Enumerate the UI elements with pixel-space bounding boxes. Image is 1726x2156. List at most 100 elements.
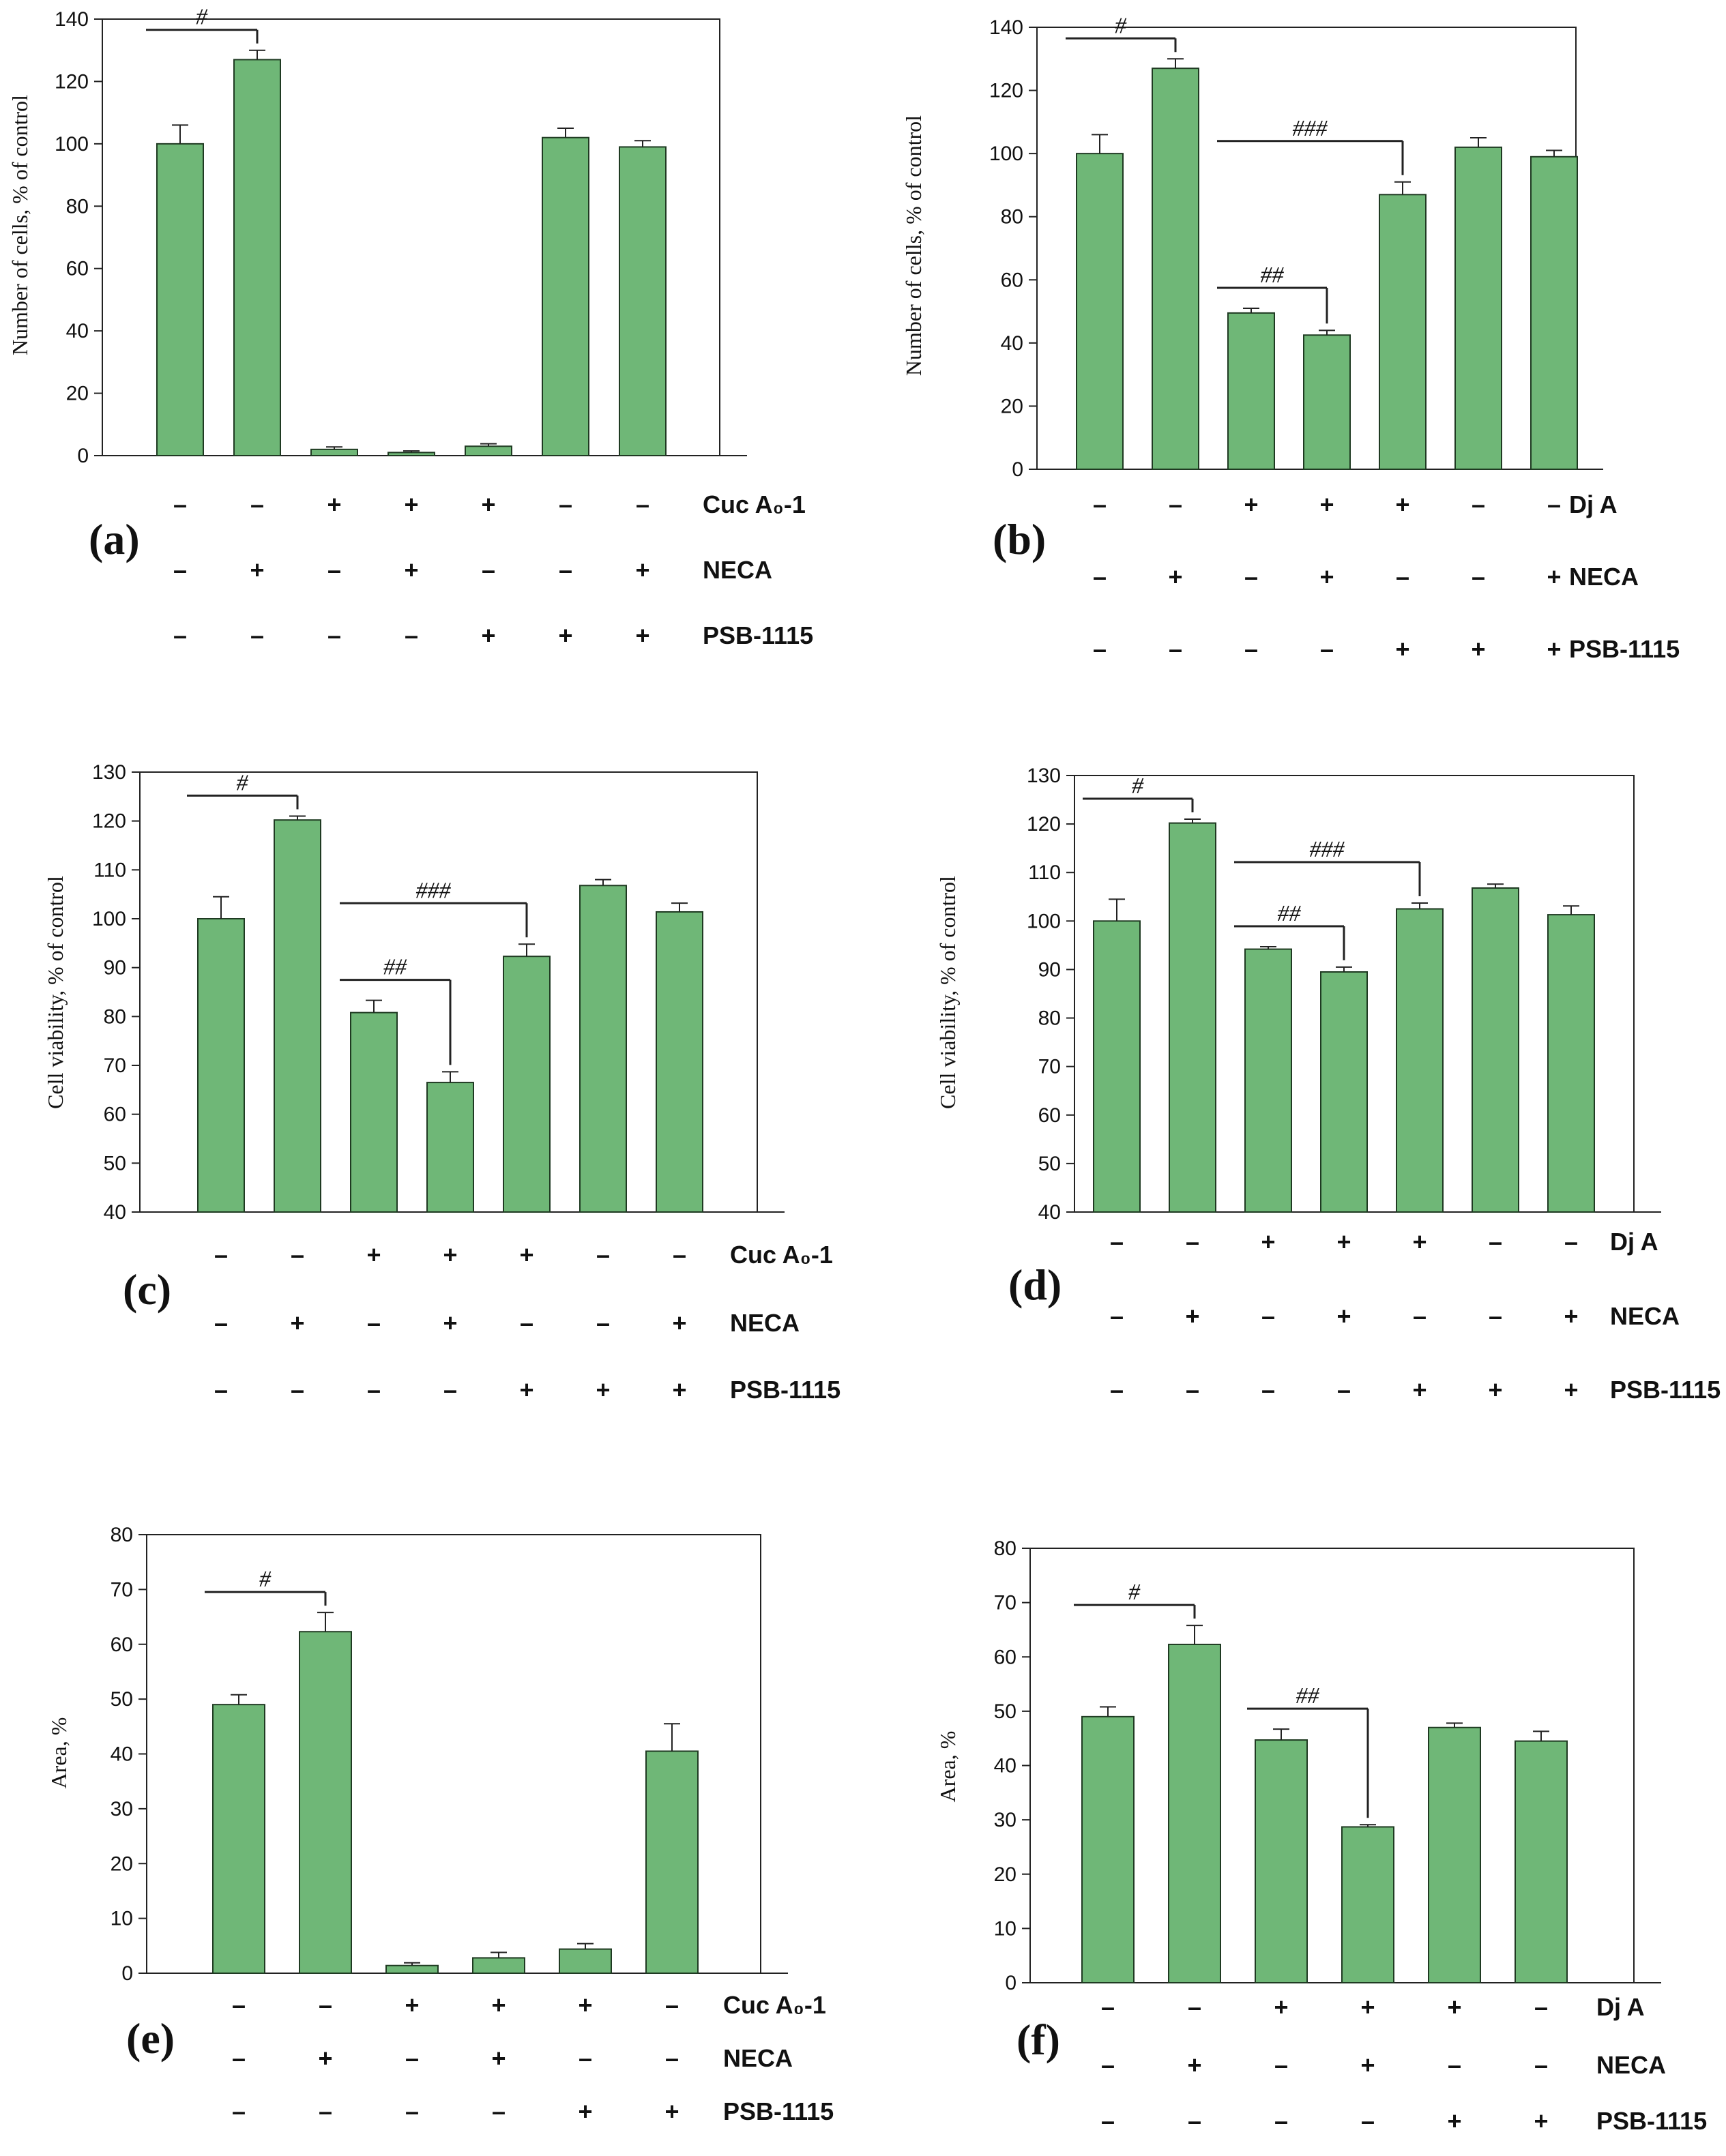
treatment-mark: – — [291, 1376, 304, 1404]
treatment-mark: – — [1186, 1376, 1199, 1404]
y-tick-label: 40 — [994, 1755, 1016, 1777]
treatment-mark: – — [1101, 2107, 1115, 2135]
treatment-mark: – — [1101, 2051, 1115, 2079]
treatment-mark: – — [1396, 563, 1409, 591]
treatment-mark: – — [1093, 635, 1107, 663]
bar — [472, 1957, 525, 1975]
bar — [299, 1631, 352, 1974]
y-tick-label: 40 — [104, 1201, 126, 1224]
bar — [619, 146, 667, 457]
y-tick-label: 0 — [121, 1962, 133, 1985]
treatment-mark: – — [1472, 563, 1485, 591]
y-tick-label: 50 — [111, 1688, 133, 1711]
treatment-name: Cuc A₀-1 — [703, 490, 806, 518]
treatment-mark: – — [327, 556, 341, 584]
treatment-mark: – — [636, 490, 649, 518]
panel-c: 40 50 60 70 80 90 100 110 120 130 Cell viability, … — [43, 761, 840, 1404]
y-tick-label: 10 — [111, 1908, 133, 1930]
y-tick-label: 80 — [104, 1005, 126, 1028]
y-tick-label: 100 — [1027, 910, 1061, 932]
panel-e: 0 10 20 30 40 50 60 70 80 Area, % # – – + + + – Cuc A₀-1 –… — [46, 1524, 834, 2125]
bar — [156, 143, 204, 456]
bar — [1168, 1643, 1221, 1984]
bar — [1093, 920, 1141, 1213]
bar — [656, 911, 703, 1213]
treatment-mark: + — [1471, 635, 1485, 663]
treatment-mark: – — [1413, 1302, 1427, 1330]
treatment-mark: – — [1244, 635, 1258, 663]
treatment-mark: + — [1564, 1376, 1578, 1404]
treatment-mark: – — [665, 1991, 679, 2019]
significance-label: ## — [1261, 263, 1285, 288]
y-tick-label: 80 — [994, 1537, 1016, 1560]
treatment-mark: – — [291, 1241, 304, 1269]
y-tick-label: 100 — [55, 133, 89, 156]
y-tick-label: 0 — [1012, 458, 1023, 481]
treatment-name: PSB-1115 — [723, 2097, 834, 2125]
y-tick-label: 60 — [111, 1634, 133, 1656]
y-axis-label: Area, % — [935, 1731, 960, 1803]
y-axis-label: Cell viability, % of control — [935, 876, 960, 1109]
treatment-mark: – — [319, 2097, 332, 2125]
bar — [1530, 156, 1578, 470]
treatment-mark: + — [327, 490, 341, 518]
treatment-name: Dj A — [1610, 1228, 1658, 1256]
bar — [1320, 971, 1368, 1213]
panel-label: (b) — [993, 515, 1046, 563]
treatment-mark: – — [1472, 490, 1485, 518]
treatment-mark: + — [366, 1241, 381, 1269]
panel-label: (e) — [126, 2014, 175, 2063]
treatment-mark: – — [1101, 1993, 1115, 2021]
y-tick-label: 100 — [92, 908, 126, 930]
treatment-mark: + — [1319, 490, 1334, 518]
treatment-mark: – — [1244, 563, 1258, 591]
y-tick-label: 60 — [994, 1646, 1016, 1668]
treatment-mark: + — [1447, 2107, 1461, 2135]
y-tick-label: 40 — [66, 320, 89, 342]
y-tick-label: 30 — [111, 1798, 133, 1820]
y-tick-label: 120 — [1027, 813, 1061, 836]
y-tick-label: 120 — [989, 80, 1023, 102]
treatment-mark: – — [673, 1241, 686, 1269]
bar — [197, 918, 245, 1213]
treatment-mark: – — [559, 556, 572, 584]
panel-d: 40 50 60 70 80 90 100 110 120 130 Cell viability, … — [935, 765, 1721, 1404]
treatment-mark: – — [579, 2044, 592, 2072]
treatment-mark: + — [1261, 1228, 1275, 1256]
treatment-mark: + — [1319, 563, 1334, 591]
treatment-mark: + — [1488, 1376, 1502, 1404]
treatment-name: Dj A — [1596, 1993, 1645, 2021]
treatment-mark: – — [520, 1309, 533, 1337]
y-tick-label: 40 — [1038, 1201, 1061, 1224]
treatment-mark: – — [1169, 490, 1182, 518]
panel-label: (a) — [89, 515, 140, 563]
treatment-mark: – — [1547, 490, 1561, 518]
treatment-mark: + — [635, 556, 649, 584]
treatment-mark: + — [1360, 2051, 1375, 2079]
y-tick-label: 20 — [111, 1852, 133, 1875]
treatment-mark: + — [635, 621, 649, 649]
y-tick-label: 130 — [1027, 765, 1061, 787]
treatment-mark: + — [404, 490, 418, 518]
treatment-name: NECA — [1610, 1302, 1680, 1330]
treatment-mark: + — [1395, 490, 1409, 518]
significance-label: # — [1115, 13, 1127, 38]
bar — [310, 448, 358, 456]
bar — [559, 1948, 612, 1975]
treatment-mark: + — [318, 2044, 332, 2072]
treatment-mark: – — [1564, 1228, 1578, 1256]
y-tick-label: 60 — [1038, 1104, 1061, 1127]
treatment-mark: + — [491, 1991, 506, 2019]
y-tick-label: 110 — [93, 859, 126, 881]
significance-label: ## — [1296, 1683, 1320, 1709]
treatment-mark: + — [443, 1309, 457, 1337]
treatment-mark: – — [482, 556, 495, 584]
bar — [1081, 1715, 1135, 1983]
bar — [1341, 1826, 1394, 1984]
y-tick-label: 120 — [92, 810, 126, 833]
bar — [1244, 948, 1292, 1213]
bar — [385, 1964, 439, 1975]
treatment-name: NECA — [723, 2044, 793, 2072]
y-axis-label: Number of cells, % of control — [901, 115, 926, 376]
bar — [1396, 908, 1444, 1213]
